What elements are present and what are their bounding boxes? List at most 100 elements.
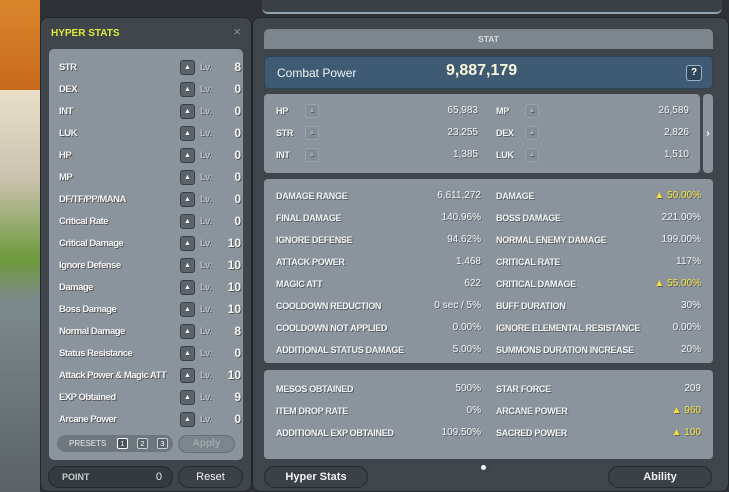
stat-name: DAMAGE xyxy=(496,191,535,201)
point-display: POINT 0 xyxy=(48,466,173,488)
stat-value: 140.96% xyxy=(441,212,481,223)
add-stat-button[interactable]: ▲ xyxy=(305,104,319,118)
level-up-button[interactable]: ▲ xyxy=(180,60,195,75)
level-up-button[interactable]: ▲ xyxy=(180,236,195,251)
stat-row: FINAL DAMAGE 140.96% xyxy=(276,212,481,226)
level-label: Lv. xyxy=(200,370,212,381)
add-stat-button[interactable]: ▲ xyxy=(525,104,539,118)
hyper-stat-row: Normal Damage ▲ Lv. 8 xyxy=(59,323,241,341)
stat-value: 117% xyxy=(676,256,701,267)
level-up-button[interactable]: ▲ xyxy=(180,170,195,185)
level-value: 10 xyxy=(227,280,241,294)
point-label: POINT xyxy=(62,472,90,482)
level-up-button[interactable]: ▲ xyxy=(180,346,195,361)
stat-row: ADDITIONAL EXP OBTAINED 109.50% xyxy=(276,427,481,441)
level-value: 0 xyxy=(234,82,241,96)
stat-name: MAGIC ATT xyxy=(276,279,323,289)
level-up-button[interactable]: ▲ xyxy=(180,324,195,339)
stat-name: EXP Obtained xyxy=(59,392,116,403)
apply-button[interactable]: Apply xyxy=(178,435,235,453)
level-up-button[interactable]: ▲ xyxy=(180,192,195,207)
level-value: 0 xyxy=(234,192,241,206)
level-label: Lv. xyxy=(200,260,212,271)
preset-3-button[interactable]: 3 xyxy=(157,438,168,449)
stat-value: 1,468 xyxy=(455,256,481,267)
window-title: HYPER STATS xyxy=(51,28,120,39)
level-value: 10 xyxy=(227,258,241,272)
add-stat-button[interactable]: ▲ xyxy=(525,148,539,162)
hyper-stats-list: STR ▲ Lv. 8 DEX ▲ Lv. 0 INT ▲ Lv. 0 LUK ▲ Lv. 0 HP ▲ Lv. 0 M… xyxy=(49,49,243,460)
add-stat-button[interactable]: ▲ xyxy=(305,148,319,162)
level-up-button[interactable]: ▲ xyxy=(180,126,195,141)
level-label: Lv. xyxy=(200,172,212,183)
hyper-stat-row: EXP Obtained ▲ Lv. 9 xyxy=(59,389,241,407)
hyper-stat-row: MP ▲ Lv. 0 xyxy=(59,169,241,187)
page-dot-active[interactable] xyxy=(481,465,486,470)
level-value: 0 xyxy=(234,170,241,184)
level-up-button[interactable]: ▲ xyxy=(180,82,195,97)
stat-name: CRITICAL DAMAGE xyxy=(496,279,576,289)
stat-value: 1,510 xyxy=(663,149,689,160)
hyper-stat-row: LUK ▲ Lv. 0 xyxy=(59,125,241,143)
level-value: 10 xyxy=(227,236,241,250)
hyper-stat-row: Damage ▲ Lv. 10 xyxy=(59,279,241,297)
stat-value: 1,385 xyxy=(452,149,478,160)
stat-name: BUFF DURATION xyxy=(496,301,566,311)
preset-1-button[interactable]: 1 xyxy=(117,438,128,449)
hyper-stat-row: Arcane Power ▲ Lv. 0 xyxy=(59,411,241,429)
stat-value: 500% xyxy=(455,383,481,394)
stat-name: STAR FORCE xyxy=(496,384,551,394)
stat-value: 622 xyxy=(464,278,481,289)
level-up-button[interactable]: ▲ xyxy=(180,412,195,427)
level-label: Lv. xyxy=(200,128,212,139)
stat-row: CRITICAL DAMAGE ▲ 55.00% xyxy=(496,278,701,292)
stat-name: Arcane Power xyxy=(59,414,117,425)
stat-name: INT xyxy=(59,106,73,117)
stat-row: MP ▲ 26,589 xyxy=(496,104,689,119)
reset-button[interactable]: Reset xyxy=(178,466,243,488)
level-up-button[interactable]: ▲ xyxy=(180,368,195,383)
stat-name: Damage xyxy=(59,282,93,293)
help-button[interactable]: ? xyxy=(686,65,702,81)
stat-row: ARCANE POWER ▲ 960 xyxy=(496,405,701,419)
presets-bar: PRESETS 1 2 3 xyxy=(57,435,173,452)
close-icon[interactable]: × xyxy=(233,24,241,39)
combat-power-label: Combat Power xyxy=(277,66,357,80)
level-up-button[interactable]: ▲ xyxy=(180,258,195,273)
level-value: 0 xyxy=(234,412,241,426)
stat-value: 94.62% xyxy=(447,234,481,245)
stat-value: 209 xyxy=(684,383,701,394)
stat-value: 0.00% xyxy=(672,322,701,333)
stat-row: SUMMONS DURATION INCREASE 20% xyxy=(496,344,701,358)
add-stat-button[interactable]: ▲ xyxy=(525,126,539,140)
stat-window: STAT Combat Power 9,887,179 ? HP ▲ 65,983 M… xyxy=(252,17,729,492)
level-label: Lv. xyxy=(200,216,212,227)
stat-name: ATTACK POWER xyxy=(276,257,345,267)
stat-value: 30% xyxy=(680,300,701,311)
page-dot[interactable] xyxy=(493,465,498,470)
stat-name: ARCANE POWER xyxy=(496,406,568,416)
stat-row: ADDITIONAL STATUS DAMAGE 5.00% xyxy=(276,344,481,358)
level-up-button[interactable]: ▲ xyxy=(180,148,195,163)
add-stat-button[interactable]: ▲ xyxy=(305,126,319,140)
ability-button[interactable]: Ability xyxy=(608,466,712,488)
stat-name: FINAL DAMAGE xyxy=(276,213,342,223)
basic-stats-panel: HP ▲ 65,983 MP ▲ 26,589 STR ▲ 23,255 DEX ▲ 2,826 INT… xyxy=(264,94,700,173)
level-value: 0 xyxy=(234,104,241,118)
hyper-stat-row: Ignore Defense ▲ Lv. 10 xyxy=(59,257,241,275)
level-label: Lv. xyxy=(200,414,212,425)
expand-arrow-icon[interactable]: › xyxy=(703,94,713,173)
preset-2-button[interactable]: 2 xyxy=(137,438,148,449)
level-up-button[interactable]: ▲ xyxy=(180,390,195,405)
level-up-button[interactable]: ▲ xyxy=(180,104,195,119)
level-up-button[interactable]: ▲ xyxy=(180,280,195,295)
stat-row: SACRED POWER ▲ 100 xyxy=(496,427,701,441)
level-label: Lv. xyxy=(200,326,212,337)
level-up-button[interactable]: ▲ xyxy=(180,302,195,317)
level-up-button[interactable]: ▲ xyxy=(180,214,195,229)
stat-value: ▲ 55.00% xyxy=(654,278,701,289)
stat-name: MESOS OBTAINED xyxy=(276,384,354,394)
stat-value: 221.00% xyxy=(661,212,701,223)
tab-stat[interactable]: STAT xyxy=(264,29,713,49)
hyper-stats-button[interactable]: Hyper Stats xyxy=(264,466,368,488)
